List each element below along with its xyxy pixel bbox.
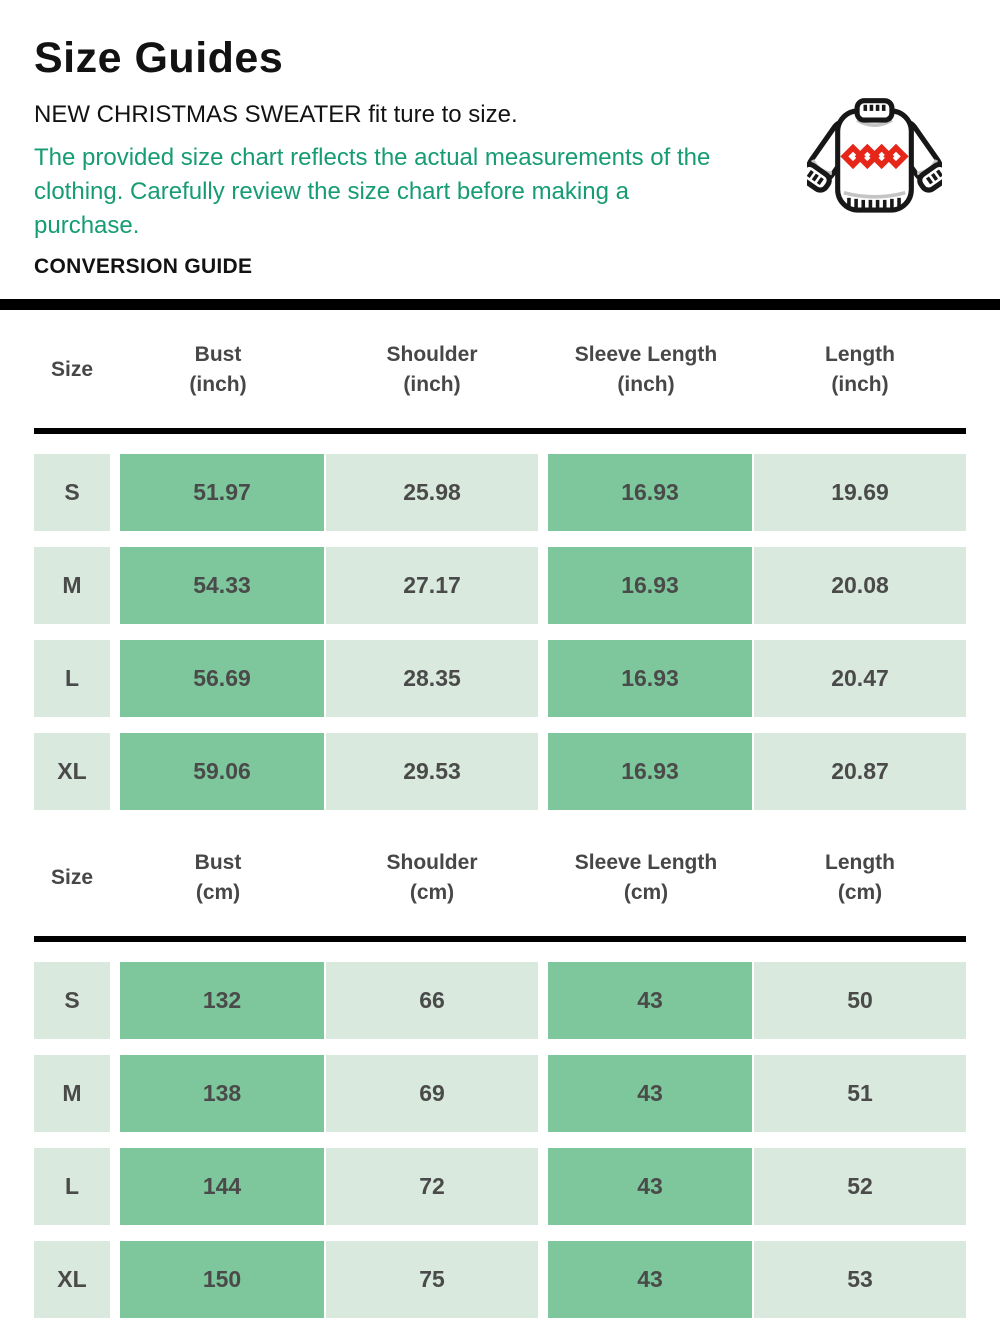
length-cell: 51: [754, 1055, 966, 1132]
column-header-size: Size: [34, 848, 110, 908]
conversion-guide-label: CONVERSION GUIDE: [34, 255, 253, 278]
size-cell: M: [34, 1055, 110, 1132]
size-table-cm: Size Bust (cm) Shoulder (cm) Sleeve Leng…: [34, 818, 966, 1318]
length-cell: 50: [754, 962, 966, 1039]
column-unit: (inch): [189, 373, 247, 396]
length-cell: 20.47: [754, 640, 966, 717]
column-header-sleeve-length: Sleeve Length (inch): [540, 340, 752, 400]
column-header-size: Size: [34, 340, 110, 400]
shoulder-cell: 69: [326, 1055, 538, 1132]
sleeve-length-cell: 16.93: [548, 733, 752, 810]
table-row-l: L 144 72 43 52: [34, 1148, 966, 1225]
size-table-inch: Size Bust (inch) Shoulder (inch) Sleeve …: [34, 310, 966, 810]
bust-cell: 51.97: [120, 454, 324, 531]
bust-cell: 56.69: [120, 640, 324, 717]
table-row-s: S 132 66 43 50: [34, 962, 966, 1039]
column-unit: (cm): [623, 881, 669, 904]
column-label: Shoulder: [386, 343, 478, 366]
product-fit-text: NEW CHRISTMAS SWEATER fit ture to size.: [34, 101, 518, 128]
column-label: Size: [50, 358, 94, 381]
table-row-s: S 51.97 25.98 16.93 19.69: [34, 454, 966, 531]
sleeve-length-cell: 16.93: [548, 547, 752, 624]
shoulder-cell: 75: [326, 1241, 538, 1318]
table-row-l: L 56.69 28.35 16.93 20.47: [34, 640, 966, 717]
table-header-inch: Size Bust (inch) Shoulder (inch) Sleeve …: [34, 310, 966, 434]
length-cell: 19.69: [754, 454, 966, 531]
length-cell: 52: [754, 1148, 966, 1225]
column-label: Shoulder: [386, 851, 478, 874]
size-cell: XL: [34, 1241, 110, 1318]
size-cell: S: [34, 962, 110, 1039]
shoulder-cell: 66: [326, 962, 538, 1039]
column-label: Length: [825, 343, 895, 366]
table-row-m: M 138 69 43 51: [34, 1055, 966, 1132]
top-divider: [0, 299, 1000, 310]
sleeve-length-cell: 16.93: [548, 454, 752, 531]
bust-cell: 54.33: [120, 547, 324, 624]
table-row-xl: XL 59.06 29.53 16.93 20.87: [34, 733, 966, 810]
page-title: Size Guides: [34, 34, 284, 82]
column-unit: (inch): [831, 373, 889, 396]
shoulder-cell: 27.17: [326, 547, 538, 624]
column-header-length: Length (cm): [754, 848, 966, 908]
column-label: Sleeve Length: [574, 851, 718, 874]
column-label: Size: [50, 866, 94, 889]
size-chart-note: The provided size chart reflects the act…: [34, 144, 711, 239]
column-unit: (inch): [617, 373, 675, 396]
size-cell: L: [34, 1148, 110, 1225]
column-unit: (cm): [837, 881, 883, 904]
column-header-shoulder: Shoulder (inch): [326, 340, 538, 400]
column-label: Bust: [194, 851, 242, 874]
shoulder-cell: 72: [326, 1148, 538, 1225]
column-unit: (inch): [403, 373, 461, 396]
shoulder-cell: 29.53: [326, 733, 538, 810]
column-unit: (cm): [409, 881, 455, 904]
length-cell: 20.87: [754, 733, 966, 810]
bust-cell: 138: [120, 1055, 324, 1132]
sleeve-length-cell: 43: [548, 1148, 752, 1225]
length-cell: 53: [754, 1241, 966, 1318]
table-row-m: M 54.33 27.17 16.93 20.08: [34, 547, 966, 624]
size-cell: L: [34, 640, 110, 717]
bust-cell: 59.06: [120, 733, 324, 810]
column-label: Bust: [194, 343, 242, 366]
column-unit: (cm): [195, 881, 241, 904]
bust-cell: 150: [120, 1241, 324, 1318]
sleeve-length-cell: 43: [548, 962, 752, 1039]
column-header-bust: Bust (cm): [112, 848, 324, 908]
column-label: Sleeve Length: [574, 343, 718, 366]
column-header-bust: Bust (inch): [112, 340, 324, 400]
size-cell: S: [34, 454, 110, 531]
column-header-length: Length (inch): [754, 340, 966, 400]
table-header-cm: Size Bust (cm) Shoulder (cm) Sleeve Leng…: [34, 818, 966, 942]
sleeve-length-cell: 16.93: [548, 640, 752, 717]
table-row-xl: XL 150 75 43 53: [34, 1241, 966, 1318]
size-cell: M: [34, 547, 110, 624]
shoulder-cell: 25.98: [326, 454, 538, 531]
column-label: Length: [825, 851, 895, 874]
column-header-sleeve-length: Sleeve Length (cm): [540, 848, 752, 908]
bust-cell: 144: [120, 1148, 324, 1225]
length-cell: 20.08: [754, 547, 966, 624]
sleeve-length-cell: 43: [548, 1241, 752, 1318]
christmas-sweater-icon: [798, 96, 951, 224]
size-cell: XL: [34, 733, 110, 810]
sleeve-length-cell: 43: [548, 1055, 752, 1132]
shoulder-cell: 28.35: [326, 640, 538, 717]
bust-cell: 132: [120, 962, 324, 1039]
column-header-shoulder: Shoulder (cm): [326, 848, 538, 908]
